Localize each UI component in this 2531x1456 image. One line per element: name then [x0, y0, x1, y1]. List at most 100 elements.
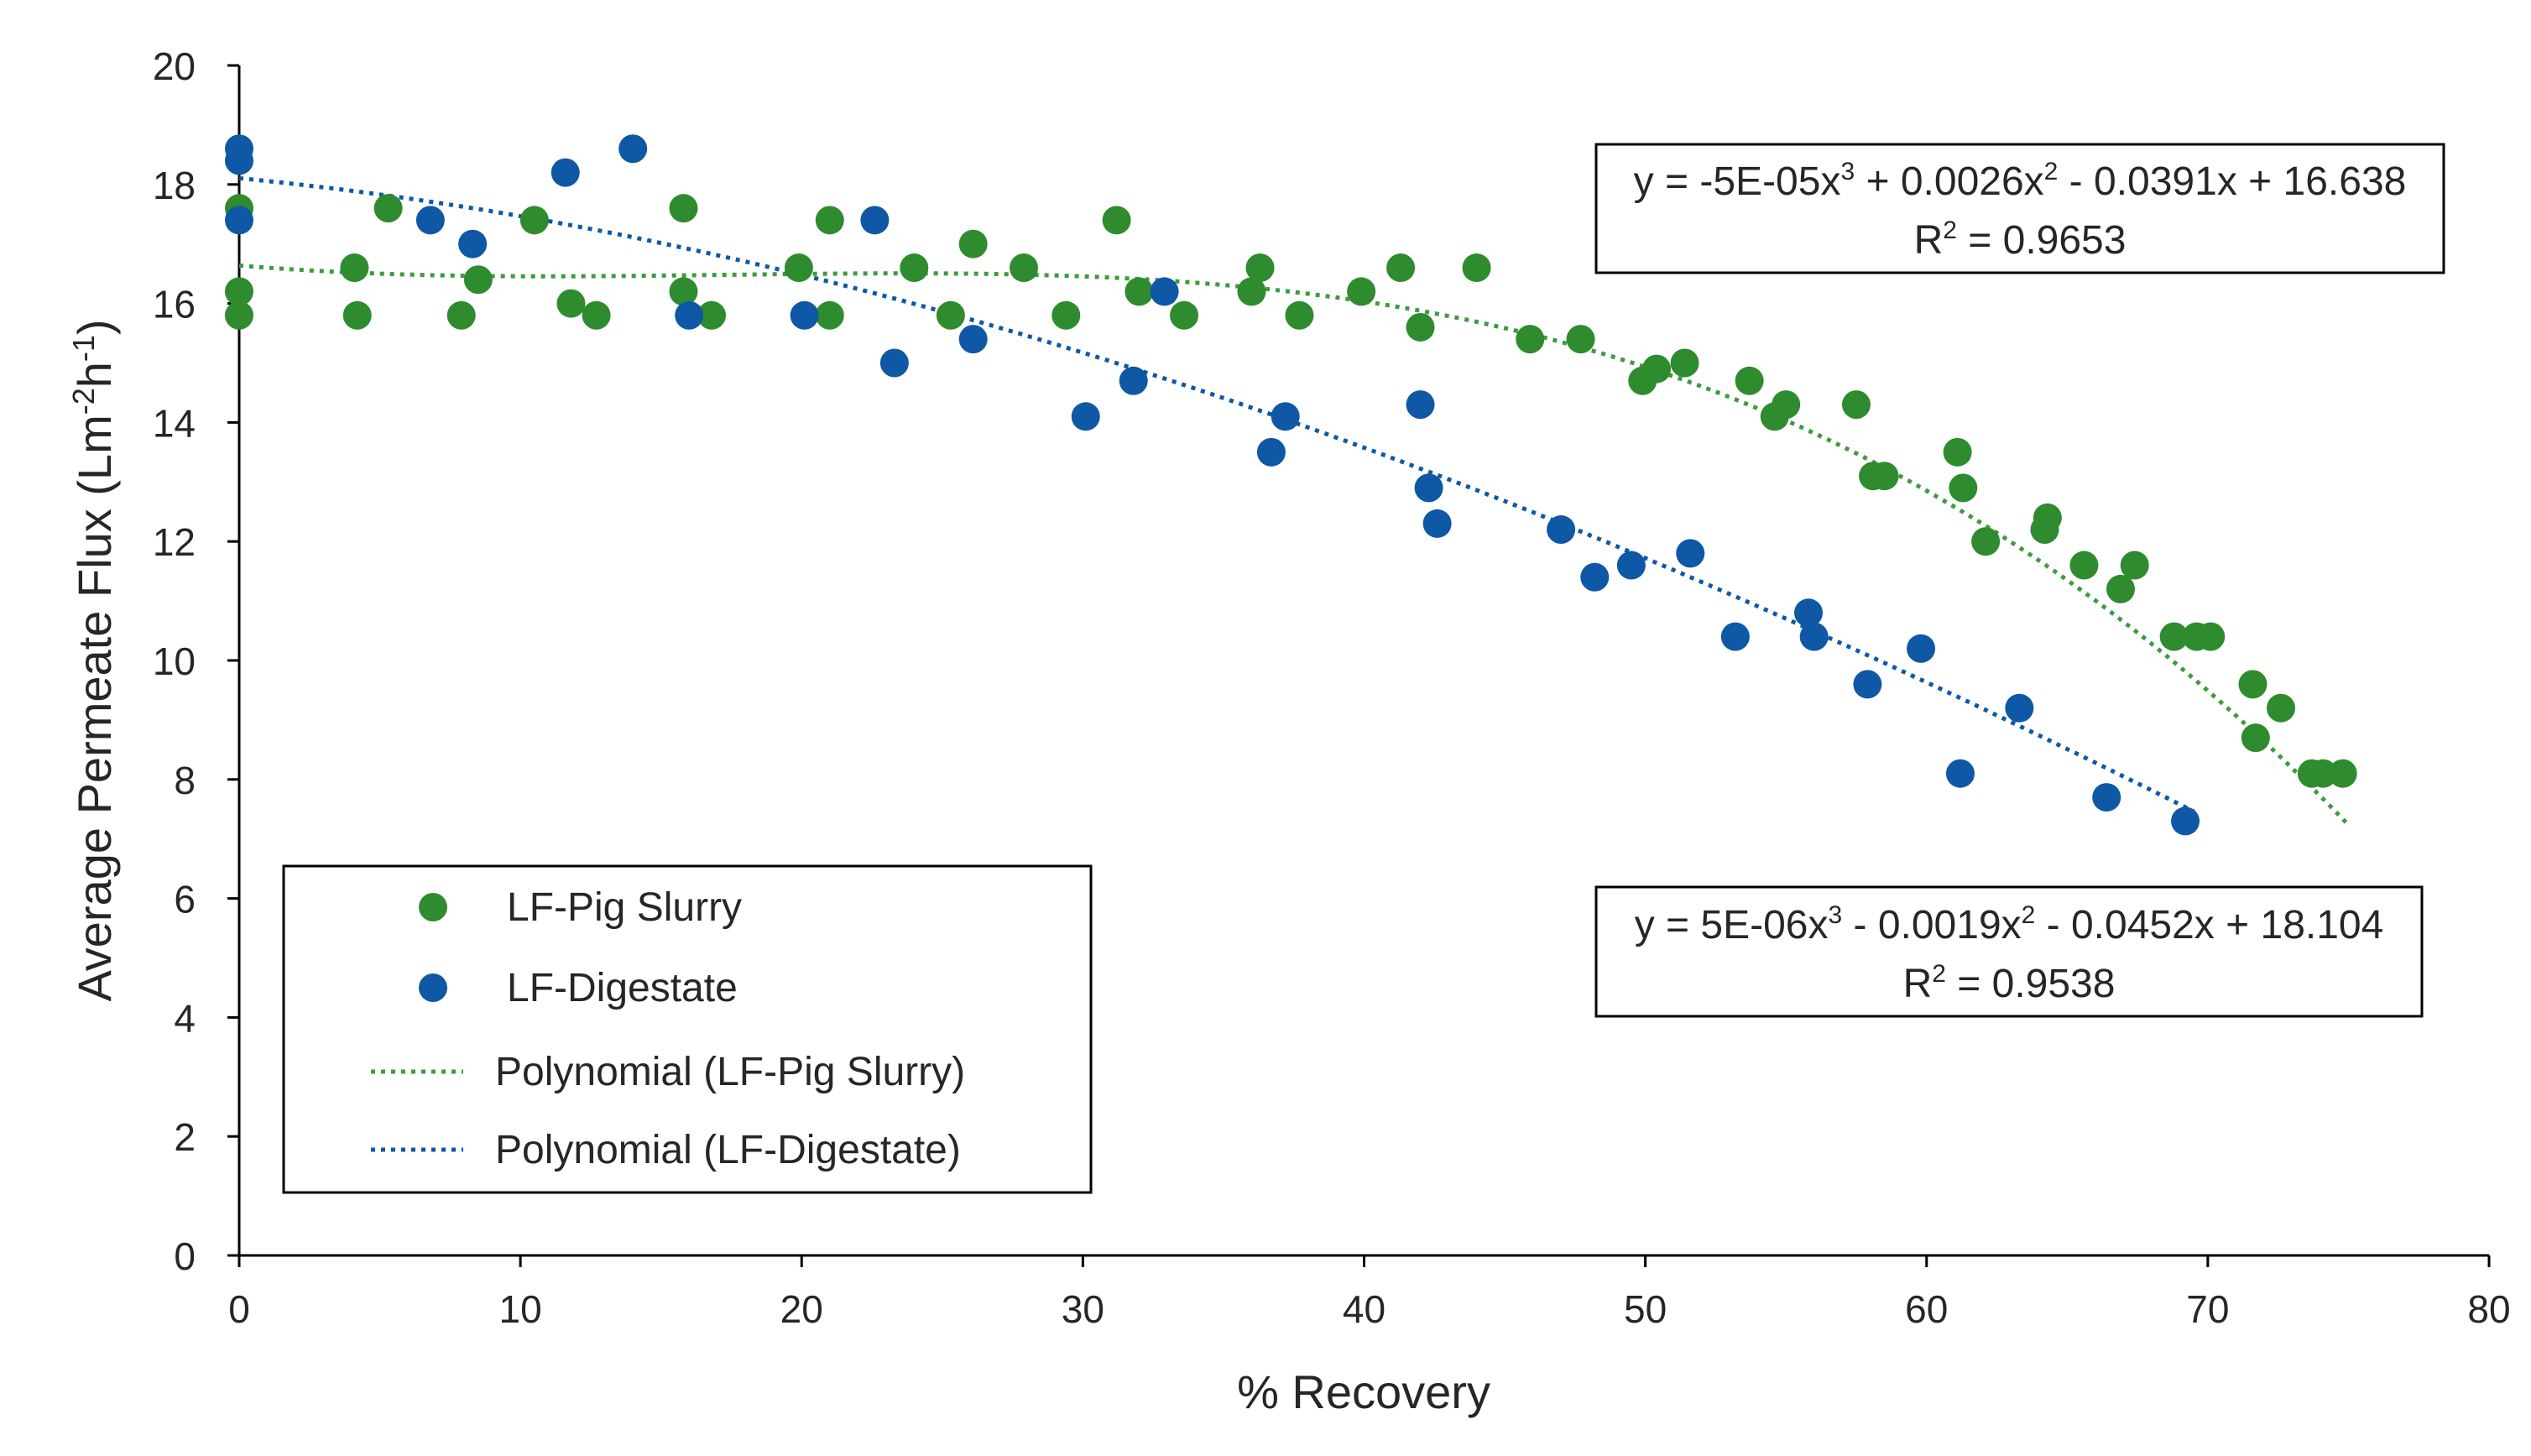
legend-label-digestate-trend: Polynomial (LF-Digestate)	[495, 1128, 961, 1172]
data-point-digestate	[1119, 366, 1148, 395]
x-axis-title: % Recovery	[1237, 1365, 1490, 1418]
data-point-pig-slurry	[1285, 300, 1314, 330]
y-tick-label: 12	[153, 520, 196, 564]
data-point-pig-slurry	[936, 300, 965, 330]
legend: LF-Pig Slurry LF-Digestate Polynomial (L…	[282, 864, 1093, 1194]
data-point-pig-slurry	[1670, 348, 1699, 378]
data-point-pig-slurry	[2069, 551, 2099, 580]
data-point-pig-slurry	[1642, 354, 1672, 384]
data-point-pig-slurry	[2267, 693, 2296, 723]
data-point-digestate	[1414, 473, 1443, 503]
axes: 0 2 4 6 8 10 12 14 16 18 20 0 10 20 30 40 50 60 70 80	[153, 44, 2511, 1331]
data-point-pig-slurry	[1386, 253, 1416, 283]
x-tick-label: 20	[780, 1287, 823, 1331]
x-ticks: 0 10 20 30 40 50 60 70 80	[228, 1255, 2511, 1331]
data-point-digestate	[1616, 551, 1646, 580]
trendline-digestate	[238, 175, 2195, 814]
data-point-pig-slurry	[669, 194, 698, 223]
data-point-pig-slurry	[1347, 277, 1376, 306]
x-tick-label: 30	[1062, 1287, 1104, 1331]
data-point-pig-slurry	[1102, 206, 1131, 235]
legend-label-pig-slurry-trend: Polynomial (LF-Pig Slurry)	[495, 1050, 965, 1094]
data-point-digestate	[458, 229, 488, 258]
x-tick-label: 10	[499, 1287, 542, 1331]
data-point-pig-slurry	[815, 206, 844, 235]
data-point-digestate	[2005, 693, 2034, 723]
y-axis-title: Average Permeate Flux (Lm-2h-1)	[66, 319, 121, 1001]
x-tick-label: 0	[228, 1287, 250, 1331]
data-point-digestate	[1799, 622, 1829, 651]
data-point-digestate	[1150, 277, 1179, 306]
data-point-pig-slurry	[1566, 325, 1595, 354]
data-point-pig-slurry	[2328, 759, 2357, 788]
data-point-pig-slurry	[2120, 551, 2149, 580]
trendline-equation-pig-slurry: y = -5E-05x3 + 0.0026x2 - 0.0391x + 16.6…	[1634, 158, 2407, 204]
data-point-pig-slurry	[1516, 325, 1545, 354]
data-point-pig-slurry	[2159, 622, 2189, 651]
data-point-pig-slurry	[519, 206, 549, 235]
data-point-digestate	[1406, 390, 1435, 420]
trendline-equation-digestate: y = 5E-06x3 - 0.0019x2 - 0.0452x + 18.10…	[1635, 901, 2384, 947]
data-point-pig-slurry	[1245, 253, 1275, 283]
data-point-pig-slurry	[1841, 390, 1871, 420]
data-point-pig-slurry	[225, 277, 253, 306]
data-point-digestate	[415, 206, 445, 235]
x-tick-label: 60	[1905, 1287, 1948, 1331]
data-point-pig-slurry	[556, 289, 586, 318]
y-tick-label: 14	[153, 401, 196, 445]
data-point-digestate	[675, 300, 704, 330]
data-point-digestate	[1271, 402, 1300, 431]
data-point-pig-slurry	[582, 300, 611, 330]
data-point-pig-slurry	[446, 300, 476, 330]
data-point-digestate	[1580, 562, 1610, 592]
data-point-digestate	[879, 348, 909, 378]
y-tick-label: 6	[174, 878, 196, 921]
data-point-pig-slurry	[373, 194, 403, 223]
x-tick-label: 40	[1343, 1287, 1386, 1331]
data-point-digestate	[1547, 515, 1576, 545]
data-point-pig-slurry	[225, 300, 253, 330]
data-point-pig-slurry	[958, 229, 988, 258]
data-point-digestate	[1793, 598, 1823, 628]
equation-box-digestate: y = 5E-06x3 - 0.0019x2 - 0.0452x + 18.10…	[1594, 885, 2424, 1018]
data-point-pig-slurry	[669, 277, 698, 306]
data-point-pig-slurry	[2033, 503, 2062, 532]
data-point-pig-slurry	[1971, 527, 2001, 556]
y-tick-label: 0	[174, 1234, 196, 1278]
data-point-pig-slurry	[1009, 253, 1038, 283]
x-tick-label: 70	[2186, 1287, 2229, 1331]
data-point-digestate	[551, 158, 580, 187]
y-tick-label: 10	[153, 639, 196, 683]
data-point-pig-slurry	[1237, 277, 1266, 306]
data-point-pig-slurry	[1943, 437, 1972, 467]
data-point-pig-slurry	[2309, 759, 2338, 788]
data-point-pig-slurry	[2241, 723, 2270, 753]
y-tick-label: 20	[153, 44, 196, 88]
trendline-r2-digestate: R2 = 0.9538	[1903, 960, 2116, 1006]
data-point-digestate	[225, 206, 253, 235]
data-point-pig-slurry	[900, 253, 929, 283]
data-point-pig-slurry	[342, 300, 372, 330]
y-tick-label: 8	[174, 759, 196, 802]
data-point-digestate	[1676, 539, 1705, 568]
data-point-digestate	[1720, 622, 1750, 651]
data-point-pig-slurry	[697, 300, 727, 330]
data-point-digestate	[1907, 634, 1936, 663]
data-point-digestate	[860, 206, 890, 235]
data-points	[225, 134, 2357, 836]
data-point-digestate	[958, 325, 988, 354]
data-point-pig-slurry	[1462, 253, 1491, 283]
data-point-digestate	[618, 134, 648, 164]
legend-marker-pig-slurry	[419, 893, 447, 921]
data-point-pig-slurry	[1406, 312, 1435, 342]
data-point-pig-slurry	[2106, 574, 2135, 603]
data-point-pig-slurry	[1170, 300, 1199, 330]
legend-marker-digestate	[419, 973, 447, 1002]
data-point-pig-slurry	[1772, 390, 1801, 420]
y-tick-label: 2	[174, 1115, 196, 1159]
legend-label-pig-slurry: LF-Pig Slurry	[507, 885, 742, 930]
y-tick-label: 4	[174, 996, 196, 1040]
data-point-pig-slurry	[815, 300, 844, 330]
y-ticks: 0 2 4 6 8 10 12 14 16 18 20	[153, 44, 239, 1278]
